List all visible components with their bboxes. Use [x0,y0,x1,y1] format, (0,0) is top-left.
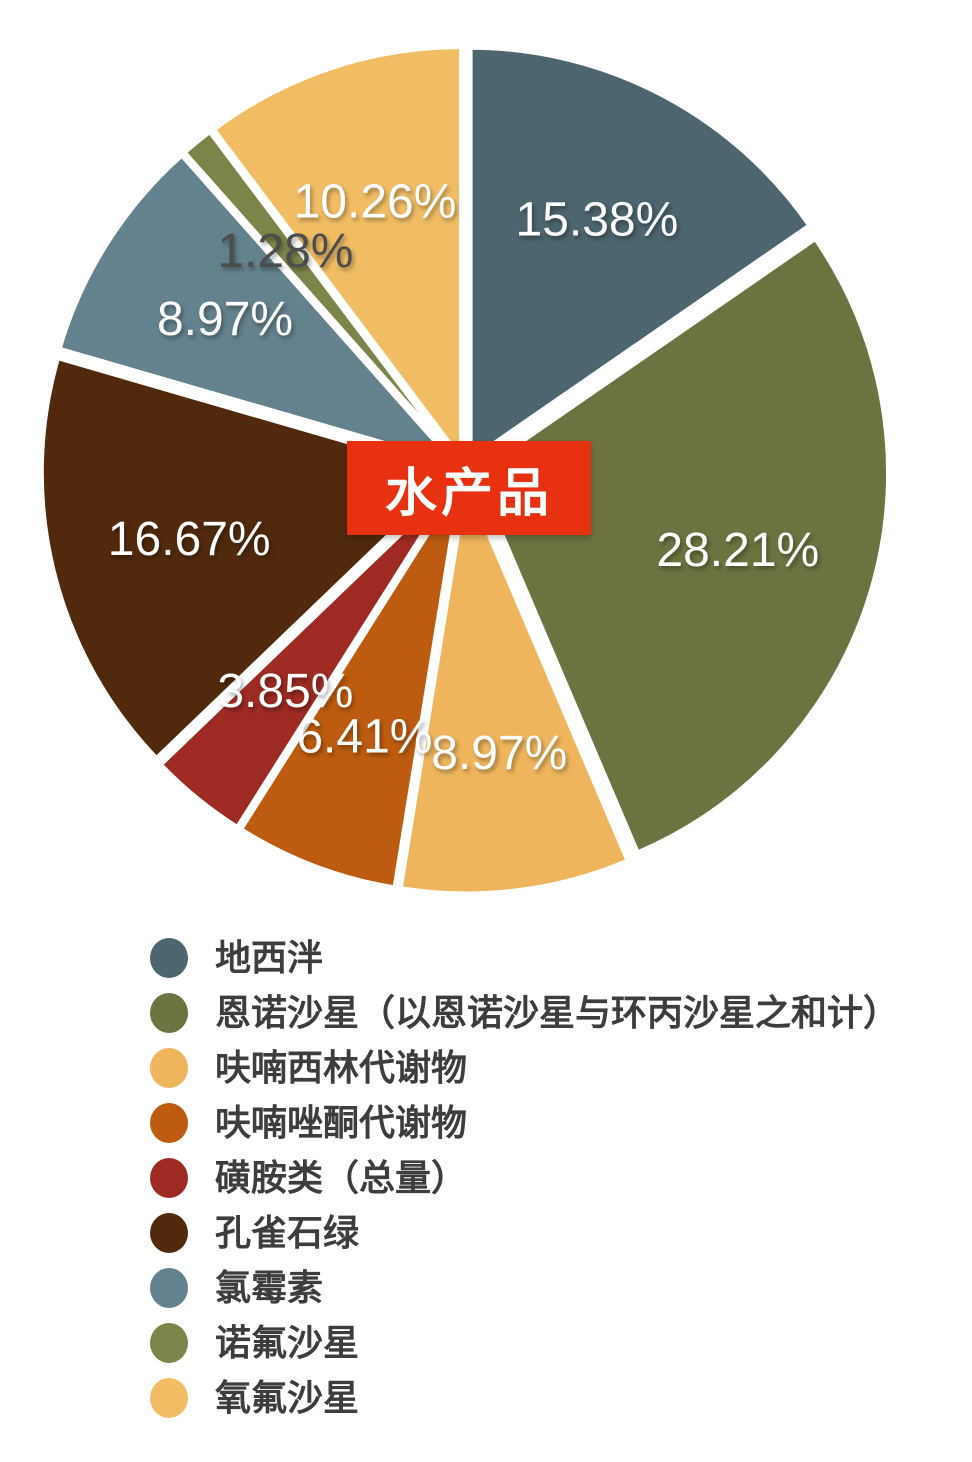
pie-slice-value-label: 15.38% [516,194,679,247]
pie-slice-8 [181,128,461,464]
legend-item: 氯霉素 [150,1260,899,1315]
pie-slice-7 [56,152,459,467]
legend-label: 磺胺类（总量） [215,1156,468,1198]
legend-label: 孔雀石绿 [215,1211,360,1253]
legend-swatch [150,992,188,1033]
pie-slice-5 [157,476,461,831]
pie-slice-value-label: 1.28% [217,225,353,278]
legend-item: 诺氟沙星 [150,1315,899,1370]
legend-swatch [150,1212,188,1253]
pie-slice-9 [210,44,465,463]
pie-slice-value-label: 3.85% [217,665,353,718]
pie-slice-value-label: 6.41% [296,711,432,764]
pie-slice-2 [473,235,892,856]
legend-label: 呋喃西林代谢物 [215,1046,468,1088]
legend-label: 诺氟沙星 [215,1321,360,1363]
legend-swatch [150,1102,188,1143]
legend-item: 氧氟沙星 [150,1370,899,1425]
legend-swatch [150,1157,188,1198]
pie-slice-3 [397,478,631,897]
legend-label: 恩诺沙星（以恩诺沙星与环丙沙星之和计） [215,991,900,1033]
pie-slice-value-label: 8.97% [157,293,293,346]
pie-chart: 15.38%28.21%8.97%6.41%3.85%16.67%8.97%1.… [41,44,892,897]
legend-item: 地西泮 [150,930,899,985]
legend-item: 呋喃西林代谢物 [150,1040,899,1095]
legend-item: 呋喃唑酮代谢物 [150,1095,899,1150]
pie-slice-value-label: 8.97% [431,727,567,780]
legend-swatch [150,1377,188,1418]
legend-swatch [150,1267,188,1308]
legend-label: 氧氟沙星 [215,1376,360,1418]
legend-item: 孔雀石绿 [150,1205,899,1260]
legend-swatch [150,937,188,978]
pie-slice-4 [237,477,464,891]
pie-slice-value-label: 10.26% [294,176,457,229]
legend-swatch [150,1322,188,1363]
legend-label: 呋喃唑酮代谢物 [215,1101,468,1143]
legend-swatch [150,1047,188,1088]
legend-label: 氯霉素 [215,1266,324,1308]
pie-slice-value-label: 16.67% [108,513,271,566]
center-label: 水产品 [347,441,591,535]
pie-slice-value-label: 28.21% [656,524,819,577]
legend-label: 地西泮 [215,936,324,978]
pie-slice-1 [467,44,813,463]
legend: 地西泮恩诺沙星（以恩诺沙星与环丙沙星之和计） 呋喃西林代谢物 呋喃唑酮代谢物 磺胺类（… [150,930,899,1425]
legend-item: 恩诺沙星（以恩诺沙星与环丙沙星之和计） [150,985,899,1040]
legend-item: 磺胺类（总量） [150,1150,899,1205]
